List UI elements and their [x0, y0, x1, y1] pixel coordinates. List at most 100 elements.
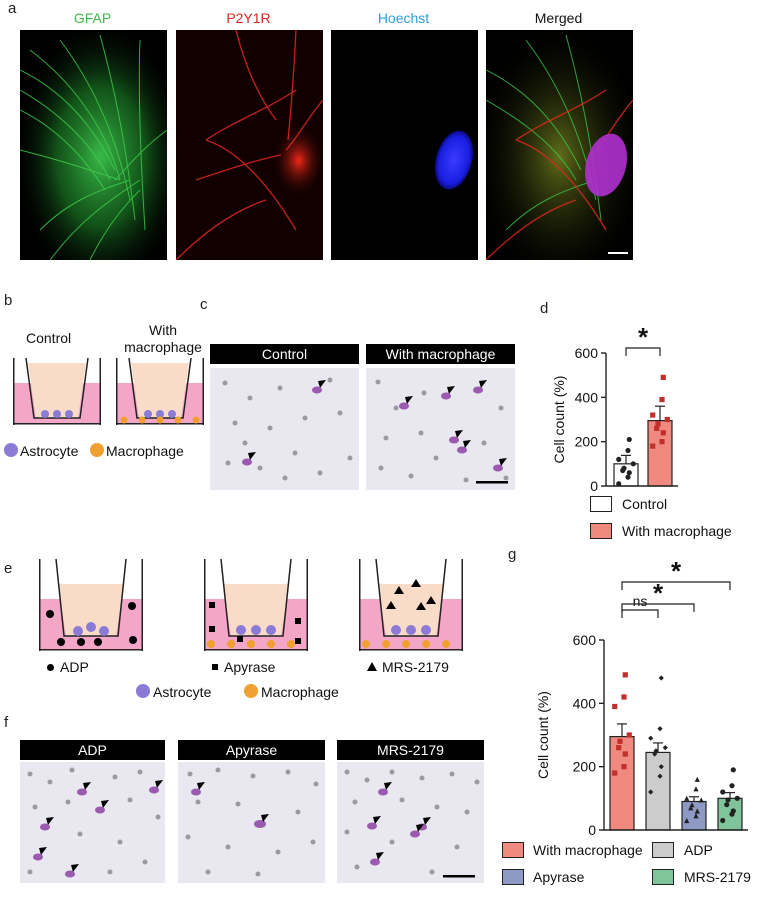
panel-f-bar-adp: ADP	[20, 740, 165, 760]
significance-bracket	[625, 347, 661, 356]
legend-g-mrs: MRS-2179	[684, 869, 751, 885]
legend-swatch-macrophage	[590, 523, 612, 539]
channel-title-hoechst: Hoechst	[377, 10, 430, 26]
data-point	[684, 817, 690, 824]
data-point	[621, 465, 627, 471]
data-point	[729, 783, 735, 789]
panel-c-bar-macrophage: With macrophage	[366, 344, 515, 364]
data-point	[621, 694, 627, 700]
panel-label-d: d	[540, 300, 549, 317]
chart-g: 0 200 400 600 Cell count (%) ns **	[535, 556, 748, 838]
legend-apyrase-e: Apyrase	[224, 659, 276, 675]
microscopy-macrophage	[366, 368, 515, 490]
data-point	[720, 789, 726, 795]
data-point	[650, 443, 656, 449]
microscopy-control	[210, 368, 359, 490]
panel-label-c: c	[200, 296, 208, 313]
bar	[609, 735, 635, 831]
y-tick-label: 600	[573, 632, 597, 648]
data-point	[612, 703, 618, 710]
data-point	[693, 813, 699, 819]
significance-bracket	[621, 581, 731, 590]
legend-astrocyte-e: Astrocyte	[153, 684, 212, 700]
legend-swatch-g-adp	[652, 842, 674, 858]
microscopy-adp	[20, 762, 165, 883]
panel-label-b: b	[4, 292, 13, 309]
y-tick-label: 0	[588, 822, 596, 838]
panel-f-bar-mrs: MRS-2179	[337, 740, 484, 760]
legend-swatch-g-apyrase	[502, 869, 524, 885]
data-point	[626, 436, 632, 443]
significance-label: *	[638, 326, 649, 352]
data-point	[693, 786, 699, 792]
data-point	[662, 745, 668, 751]
channel-title-gfap: GFAP	[73, 10, 112, 26]
data-point	[659, 396, 665, 403]
legend-macrophage-b: Macrophage	[106, 443, 184, 459]
legend-mrs-e: MRS-2179	[382, 659, 449, 675]
channel-title-merged: Merged	[534, 10, 583, 26]
data-point	[655, 421, 661, 427]
significance-label: *	[653, 578, 664, 608]
chart-d: 0 200 400 600 Cell count (%) *	[551, 326, 678, 494]
data-point	[612, 770, 618, 776]
data-point	[622, 751, 628, 757]
data-point	[694, 808, 700, 814]
data-point	[720, 817, 726, 824]
macrophage-label-line1: With	[149, 322, 177, 338]
adp-marker-icon	[47, 664, 54, 671]
significance-bracket	[621, 609, 659, 618]
scale-bar-f	[443, 875, 475, 878]
legend-swatch-control	[590, 496, 612, 512]
data-point	[688, 805, 694, 811]
data-point	[659, 439, 665, 445]
macrophage-icon	[90, 443, 104, 457]
legend-swatch-g-mrs	[652, 869, 674, 885]
legend-g-adp: ADP	[684, 842, 713, 858]
data-point	[657, 726, 663, 732]
data-point	[625, 474, 631, 480]
legend-astrocyte-b: Astrocyte	[20, 443, 79, 459]
data-point	[658, 675, 664, 681]
data-point	[625, 447, 631, 454]
transwell-diagram-b	[13, 358, 204, 425]
mrs-marker-icon	[367, 662, 377, 671]
y-tick-label: 200	[573, 759, 597, 775]
legend-macrophage-d: With macrophage	[622, 523, 732, 539]
scale-bar	[608, 252, 628, 254]
astrocyte-icon	[4, 443, 18, 457]
y-axis-label: Cell count (%)	[551, 376, 567, 464]
y-tick-label: 200	[575, 434, 599, 450]
data-point	[622, 672, 628, 678]
legend-g-macrophage: With macrophage	[533, 842, 643, 858]
data-point	[660, 374, 666, 380]
panel-label-f: f	[4, 714, 9, 731]
panel-label-g: g	[508, 546, 517, 563]
significance-label: ns	[633, 593, 648, 609]
data-point	[694, 776, 700, 782]
data-point	[689, 802, 695, 808]
significance-label: *	[671, 556, 682, 586]
y-tick-label: 400	[575, 389, 599, 405]
data-point	[650, 412, 656, 418]
legend-adp-e: ADP	[60, 659, 89, 675]
significance-bracket	[621, 603, 695, 612]
channel-title-p2y1r: P2Y1R	[226, 10, 271, 26]
data-point	[648, 789, 654, 795]
data-point	[617, 738, 623, 744]
data-point	[725, 797, 731, 803]
y-tick-label: 0	[590, 478, 598, 494]
y-tick-label: 400	[573, 695, 597, 711]
data-point	[616, 481, 622, 487]
bar	[647, 420, 673, 487]
data-point	[734, 795, 740, 801]
data-point	[730, 767, 736, 773]
apyrase-marker-icon	[212, 664, 218, 670]
data-point	[654, 425, 660, 431]
astrocyte-icon-e	[136, 684, 150, 698]
bar	[681, 800, 707, 831]
legend-swatch-g-macrophage	[502, 842, 524, 858]
data-point	[648, 735, 654, 741]
data-point	[630, 461, 636, 467]
p2y1r-image	[176, 30, 323, 260]
